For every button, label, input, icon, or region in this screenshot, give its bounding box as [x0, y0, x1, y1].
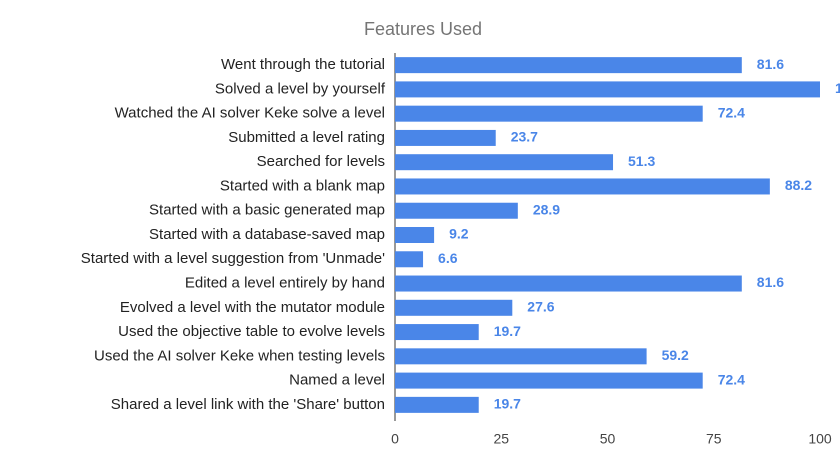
- bar: [395, 324, 479, 341]
- value-label: 51.3: [628, 153, 655, 169]
- bar: [395, 348, 647, 365]
- x-tick-label: 50: [600, 431, 616, 447]
- value-label: 88.2: [785, 177, 812, 193]
- y-tick-label: Shared a level link with the 'Share' but…: [111, 396, 385, 413]
- y-tick-label: Started with a database-saved map: [149, 226, 385, 243]
- value-label: 27.6: [527, 299, 554, 315]
- value-label: 6.6: [438, 250, 458, 266]
- bar: [395, 227, 435, 243]
- value-label: 72.4: [718, 104, 745, 120]
- y-tick-label: Watched the AI solver Keke solve a level: [115, 105, 385, 122]
- bar: [395, 154, 614, 171]
- y-tick-label: Started with a level suggestion from 'Un…: [81, 250, 385, 267]
- bar: [395, 202, 518, 219]
- value-label: 72.4: [718, 371, 745, 387]
- x-tick-label: 0: [391, 431, 399, 447]
- x-tick-label: 100: [808, 431, 832, 447]
- value-label: 81.6: [757, 274, 784, 290]
- value-label: 23.7: [511, 129, 538, 145]
- bar: [395, 275, 742, 292]
- value-label: 59.2: [662, 347, 689, 363]
- y-tick-label: Evolved a level with the mutator module: [120, 299, 385, 316]
- bar: [395, 299, 513, 316]
- chart-title: Features Used: [364, 19, 482, 39]
- bar: [395, 81, 820, 98]
- value-label: 100: [835, 80, 840, 96]
- y-tick-label: Submitted a level rating: [228, 129, 385, 146]
- y-tick-label: Used the objective table to evolve level…: [118, 323, 385, 340]
- y-tick-label: Started with a basic generated map: [149, 202, 385, 219]
- bar: [395, 178, 770, 195]
- bar: [395, 251, 424, 268]
- bar: [395, 57, 742, 74]
- y-tick-label: Named a level: [289, 372, 385, 389]
- y-tick-label: Started with a blank map: [220, 177, 385, 194]
- x-tick-label: 25: [493, 431, 509, 447]
- y-tick-label: Used the AI solver Keke when testing lev…: [94, 347, 385, 364]
- x-tick-label: 75: [706, 431, 722, 447]
- bar: [395, 396, 479, 413]
- y-tick-label: Searched for levels: [257, 153, 385, 170]
- y-tick-label: Went through the tutorial: [221, 56, 385, 73]
- value-label: 28.9: [533, 201, 560, 217]
- bar: [395, 129, 496, 146]
- value-label: 9.2: [449, 226, 469, 242]
- y-tick-label: Solved a level by yourself: [215, 80, 386, 97]
- bar: [395, 105, 703, 122]
- value-label: 81.6: [757, 56, 784, 72]
- value-label: 19.7: [494, 323, 521, 339]
- value-label: 19.7: [494, 396, 521, 412]
- y-tick-label: Edited a level entirely by hand: [185, 275, 385, 292]
- bar: [395, 372, 703, 389]
